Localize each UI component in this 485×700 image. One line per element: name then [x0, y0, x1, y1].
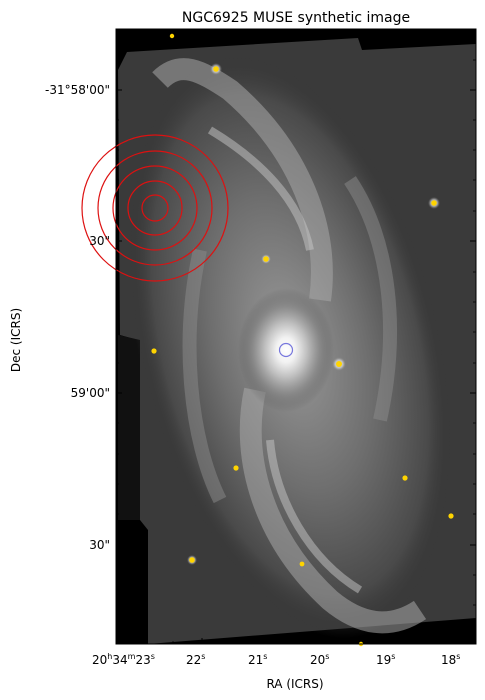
x-tick-label-22: 22s — [186, 652, 205, 667]
x-tick-label-18: 18s — [441, 652, 460, 667]
y-tick-label-1: 30" — [89, 234, 110, 248]
red-rings — [81, 134, 229, 282]
spiral-arm-upper — [152, 58, 333, 302]
y-axis-label: Dec (ICRS) — [9, 308, 23, 372]
figure-title: NGC6925 MUSE synthetic image — [182, 10, 410, 26]
nucleus-marker — [278, 342, 294, 358]
sky-image — [116, 29, 476, 644]
y-tick-labels: -31°58'00" 30" 59'00" 30" — [45, 83, 110, 552]
x-tick-label-23: 20h34m23s — [92, 652, 155, 667]
x-tick-label-19: 19s — [376, 652, 395, 667]
axes-frame — [115, 28, 477, 645]
x-ticks — [143, 29, 456, 644]
x-tick-label-21: 21s — [248, 652, 267, 667]
x-tick-labels: 20h34m23s 22s 21s 20s 19s 18s — [92, 652, 460, 667]
spiral-arm-lower — [239, 387, 427, 634]
x-tick-label-20: 20s — [310, 652, 329, 667]
y-tick-label-0: -31°58'00" — [45, 83, 110, 97]
y-tick-label-2: 59'00" — [71, 386, 110, 400]
yellow-markers — [151, 33, 454, 647]
y-tick-label-3: 30" — [89, 538, 110, 552]
galaxy-bulge — [238, 288, 334, 412]
minor-ticks — [116, 29, 476, 644]
x-axis-label: RA (ICRS) — [266, 677, 323, 691]
y-ticks — [116, 89, 476, 546]
